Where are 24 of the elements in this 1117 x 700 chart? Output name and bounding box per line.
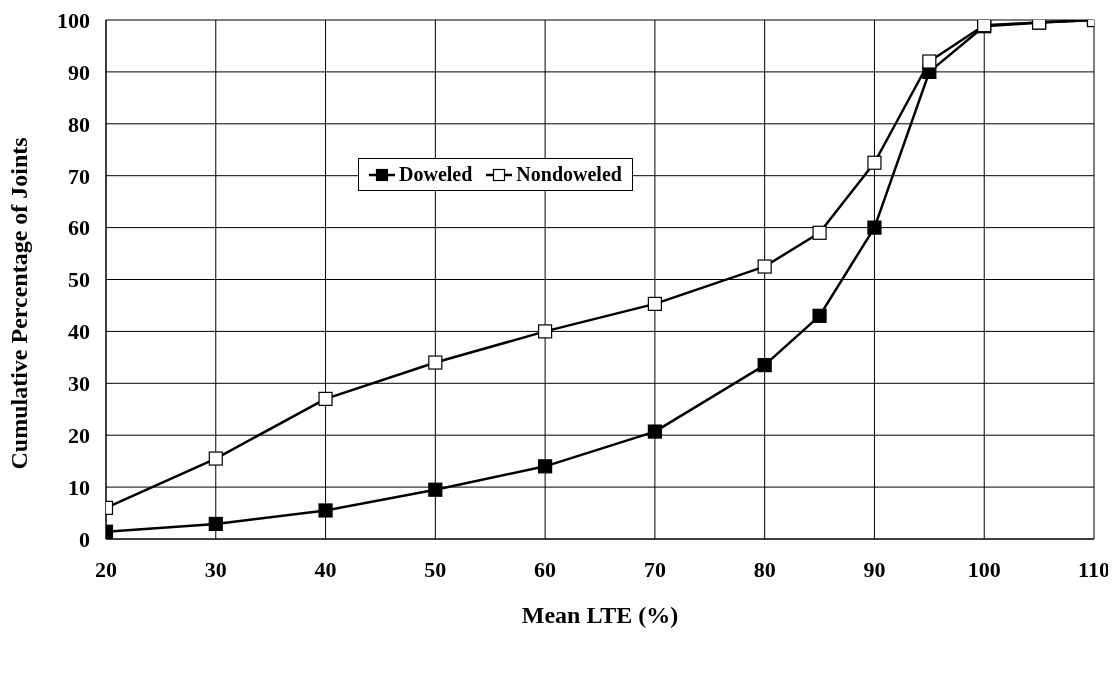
x-tick-label: 60 xyxy=(534,556,557,582)
y-tick-label: 20 xyxy=(68,423,90,449)
y-tick-label: 100 xyxy=(57,7,90,33)
y-axis-title: Cumulative Percentage of Joints xyxy=(5,137,32,470)
legend-label: Nondoweled xyxy=(516,163,622,186)
y-tick-label: 0 xyxy=(79,526,90,552)
x-tick-label: 70 xyxy=(643,556,666,582)
y-tick-label: 60 xyxy=(68,215,90,241)
x-tick-label: 40 xyxy=(314,556,337,582)
legend-label: Doweled xyxy=(399,163,473,186)
y-tick-label: 70 xyxy=(68,163,90,189)
y-tick-label: 50 xyxy=(68,267,90,293)
x-tick-label: 80 xyxy=(753,556,776,582)
y-tick-label: 10 xyxy=(68,474,90,500)
x-tick-label: 50 xyxy=(424,556,447,582)
x-axis-title: Mean LTE (%) xyxy=(521,602,679,628)
x-tick-label: 90 xyxy=(863,556,886,582)
y-tick-label: 30 xyxy=(68,371,90,397)
y-tick-label: 80 xyxy=(68,111,90,137)
x-tick-label: 100 xyxy=(967,556,1001,582)
y-tick-label: 40 xyxy=(68,319,90,345)
x-tick-label: 30 xyxy=(204,556,227,582)
x-tick-label: 20 xyxy=(95,556,117,582)
y-tick-label: 90 xyxy=(68,59,90,85)
